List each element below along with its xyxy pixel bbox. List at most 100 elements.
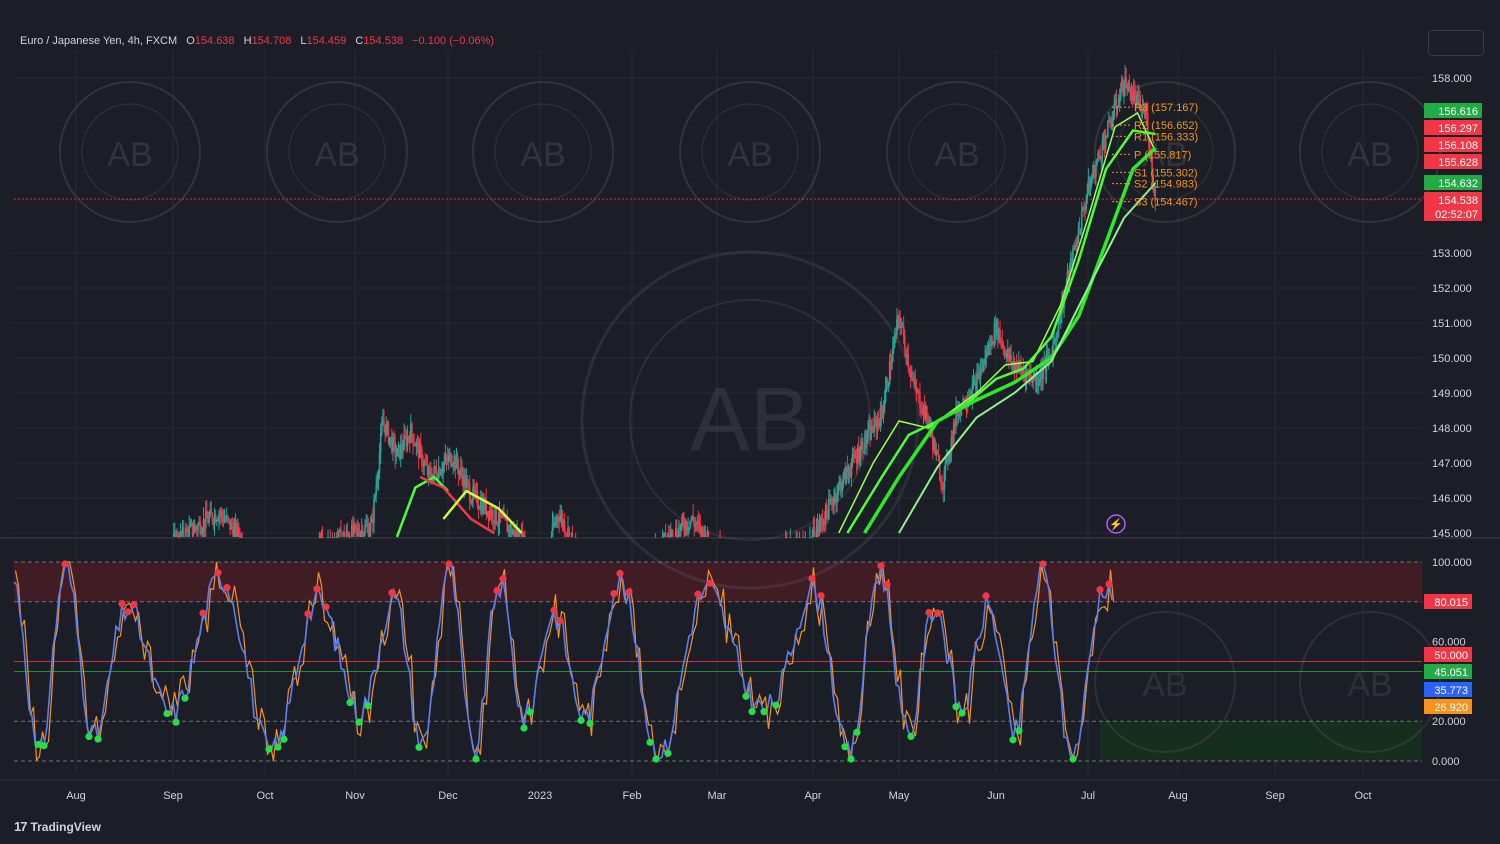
candle-body (426, 464, 429, 475)
candle-body (804, 537, 807, 538)
candle-body (338, 530, 340, 537)
candle-body (496, 522, 499, 525)
candle-body (882, 408, 885, 417)
candle-body (1018, 362, 1020, 369)
candle-body (458, 471, 461, 475)
candle-body (1019, 362, 1021, 366)
low-label: L (300, 35, 307, 47)
candle-body (232, 528, 235, 537)
candle-body (460, 468, 462, 472)
candle-body (878, 421, 881, 427)
candle-body (816, 523, 819, 531)
candle-body (236, 527, 239, 537)
candle-body (441, 471, 443, 473)
candle-body (707, 531, 710, 537)
candle-body (465, 479, 468, 488)
candle-body (564, 533, 567, 535)
osc-peak-dot (817, 592, 825, 600)
candle-body (1014, 364, 1017, 371)
candle-body (401, 443, 403, 451)
candle-body (985, 350, 988, 358)
ma-line-3 (898, 182, 1157, 534)
osc-tag-2: 45.051 (1434, 667, 1468, 679)
osc-peak-dot (322, 603, 330, 611)
tradingview-logo[interactable]: 17 TradingView (14, 819, 101, 834)
candle-body (486, 511, 489, 515)
candle-body (443, 461, 446, 465)
candle-body (654, 537, 657, 538)
candle-body (1054, 339, 1057, 341)
candle-body (408, 438, 411, 443)
candle-body (1084, 208, 1086, 210)
candle-body (511, 532, 514, 535)
price-tag-bg (1424, 120, 1482, 135)
candle-body (914, 380, 917, 387)
candle-body (702, 532, 705, 537)
candle-body (820, 518, 823, 521)
watermark-large: AB (580, 250, 920, 590)
candle-body (955, 407, 957, 427)
pivot-label-4: S1 (155.302) (1134, 167, 1198, 179)
time-tick-label: Sep (163, 790, 183, 802)
osc-tag-1: 50.000 (1434, 650, 1468, 662)
seal-inner (908, 103, 1006, 201)
candle-body (360, 529, 363, 534)
candle-body (431, 478, 433, 482)
candle-body (200, 533, 203, 535)
osc-peak-dot (130, 600, 138, 609)
candle-body (425, 463, 428, 465)
candle-body (853, 454, 856, 459)
candle-body (336, 537, 339, 538)
osc-peak-dot (1039, 560, 1047, 568)
candle-body (667, 535, 670, 537)
symbol-name[interactable]: Euro / Japanese Yen, 4h, FXCM (20, 35, 178, 47)
top-right-control[interactable] (1428, 30, 1484, 56)
candle-body (1148, 136, 1150, 147)
high-label: H (243, 35, 252, 47)
candle-body (1094, 165, 1096, 178)
candle-body (1058, 314, 1061, 324)
osc-peak-dot (706, 579, 714, 587)
candle-body (836, 495, 838, 502)
candle-body (902, 325, 905, 336)
osc-trough-dot (952, 703, 960, 711)
candle-body (943, 469, 946, 491)
candle-body (1115, 99, 1118, 109)
candle-body (1096, 159, 1098, 166)
candle-body (189, 523, 192, 527)
candle-body (412, 434, 414, 445)
osc-trough-dot (958, 709, 966, 717)
close-value: 154.538 (363, 35, 404, 47)
candle-body (447, 455, 450, 462)
pivot-label-0: R3 (157.167) (1134, 102, 1198, 114)
candle-body (199, 522, 202, 534)
candle-body (335, 537, 338, 538)
osc-trough-dot (841, 743, 849, 751)
candle-body (1127, 81, 1130, 92)
candle-body (864, 432, 866, 453)
candle-body (192, 531, 195, 535)
candle-body (410, 423, 412, 443)
candle-body (362, 529, 364, 537)
osc-trough-dot (772, 701, 780, 709)
candle-body (828, 499, 830, 519)
candle-body (1001, 341, 1004, 347)
osc-peak-dot (877, 562, 885, 570)
osc-tick-label: 0.000 (1432, 756, 1460, 768)
candle-body (355, 524, 357, 529)
candle-body (562, 520, 565, 525)
candle-body (219, 513, 221, 515)
candle-body (227, 516, 229, 519)
oscillator-signal-line (14, 561, 1115, 763)
candle-body (920, 408, 922, 413)
candle-body (979, 368, 982, 380)
candle-body (416, 441, 419, 443)
candle-body (704, 531, 707, 537)
candle-body (466, 479, 469, 482)
candle-body (566, 533, 568, 535)
candle-body (518, 533, 521, 537)
watermark-seal: AB (1299, 81, 1441, 223)
candle-body (875, 419, 878, 430)
candle-body (681, 517, 683, 525)
